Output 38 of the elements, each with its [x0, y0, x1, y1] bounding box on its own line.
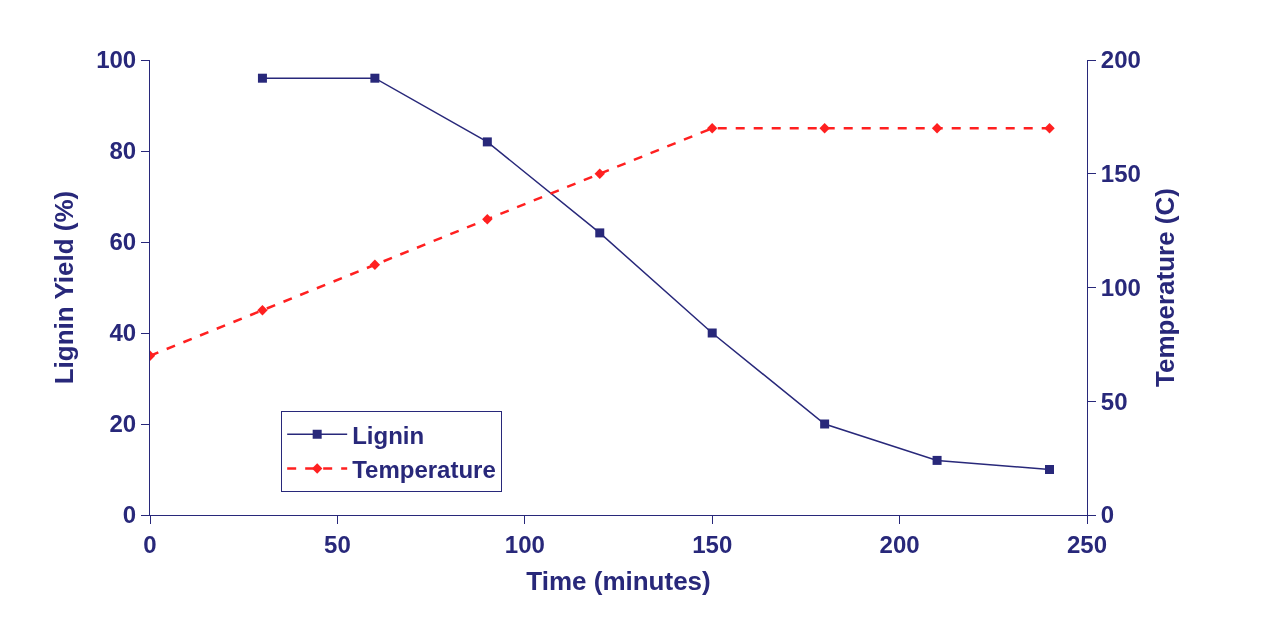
legend-label: Temperature: [352, 455, 496, 483]
y2-tick-label: 200: [1100, 46, 1141, 74]
y-tick-label: 40: [109, 319, 137, 347]
x-tick-label: 100: [504, 530, 545, 558]
point: [595, 228, 605, 238]
point: [257, 305, 268, 316]
point: [820, 419, 830, 429]
point: [482, 214, 493, 225]
y-tick-label: 100: [96, 46, 137, 74]
point: [707, 328, 717, 338]
point: [369, 259, 381, 270]
point: [1044, 123, 1055, 134]
point: [594, 168, 605, 179]
y-tick-label: 60: [109, 228, 137, 256]
point: [931, 123, 943, 134]
x-tick-label: 150: [692, 530, 733, 558]
x-tick-label: 250: [1066, 530, 1108, 558]
x-tick-label: 200: [879, 530, 920, 558]
y-tick-label: 20: [109, 410, 137, 438]
point: [257, 73, 267, 83]
y2-tick-label: 0: [1100, 501, 1115, 529]
y2-axis-title: Temperature (C): [1149, 188, 1180, 387]
point: [1045, 465, 1055, 474]
y2-tick-label: 50: [1100, 387, 1128, 415]
point: [932, 455, 942, 465]
y-axis-title: Lignin Yield (%): [48, 190, 79, 385]
y-tick-label: 80: [109, 137, 137, 165]
point: [819, 123, 830, 134]
y2-tick-label: 100: [1100, 273, 1141, 301]
point: [707, 123, 718, 134]
legend-label: Lignin: [352, 421, 425, 449]
y-tick-label: 0: [122, 501, 137, 529]
y2-tick-label: 150: [1100, 160, 1141, 188]
point: [482, 137, 492, 147]
x-tick-label: 50: [324, 530, 351, 558]
x-axis-title: Time (minutes): [526, 566, 711, 597]
x-tick-label: 0: [143, 530, 157, 558]
point: [370, 73, 380, 83]
